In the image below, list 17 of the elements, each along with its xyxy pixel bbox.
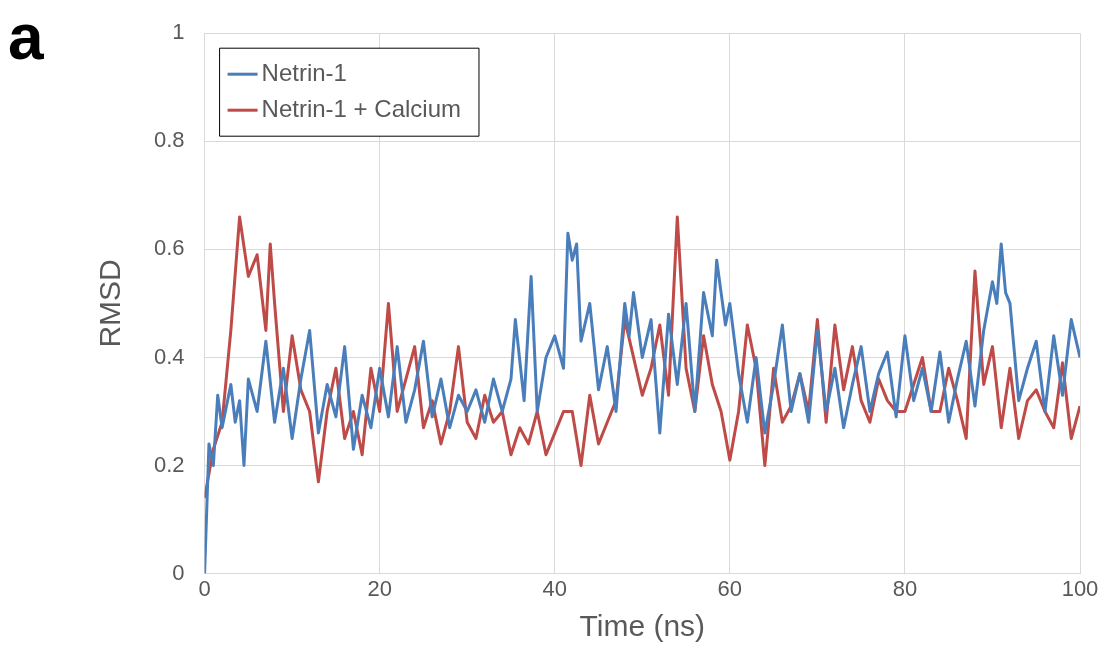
legend-label: Netrin-1 [261, 58, 347, 86]
x-tick-label: 0 [198, 575, 211, 601]
y-tick-label: 0.2 [153, 451, 185, 477]
x-tick-label: 60 [717, 575, 743, 601]
legend-label: Netrin-1 + Calcium [261, 94, 461, 122]
x-tick-label: 100 [1061, 575, 1099, 601]
x-tick-label: 40 [542, 575, 567, 601]
x-axis-title: Time (ns) [579, 609, 706, 643]
y-tick-label: 0 [172, 559, 185, 585]
x-tick-label: 80 [892, 575, 918, 601]
y-tick-label: 1 [172, 19, 185, 45]
x-tick-label: 20 [367, 575, 392, 601]
y-tick-label: 0.6 [153, 235, 185, 261]
y-tick-label: 0.4 [153, 343, 185, 369]
y-axis-title: RMSD [93, 259, 127, 348]
y-tick-label: 0.8 [153, 127, 185, 153]
chart-title: a [8, 0, 44, 74]
